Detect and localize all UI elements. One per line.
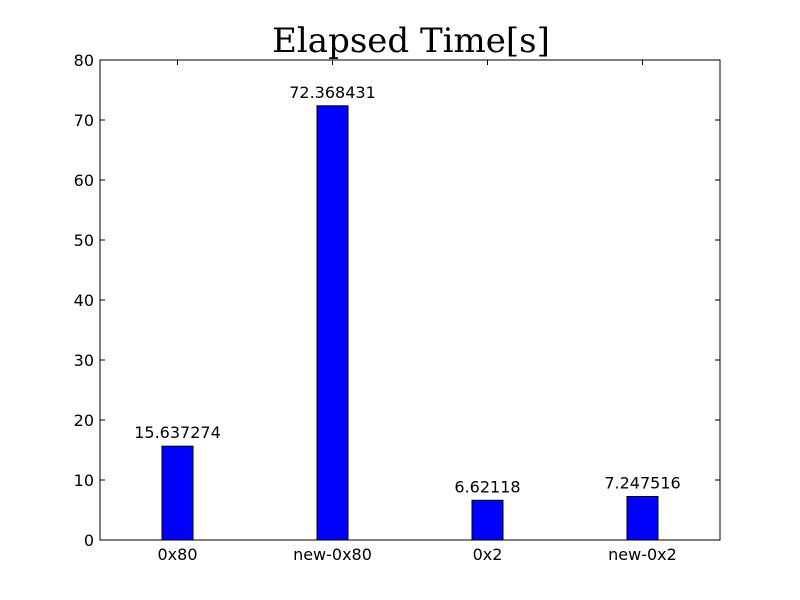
- x-tick-label: new-0x80: [293, 545, 372, 564]
- y-tick-label: 80: [74, 51, 94, 70]
- y-tick-label: 20: [74, 411, 94, 430]
- y-tick-label: 10: [74, 471, 94, 490]
- y-tick-label: 40: [74, 291, 94, 310]
- y-tick-label: 60: [74, 171, 94, 190]
- bar-new-0x2: [626, 496, 659, 541]
- bar-0x80: [161, 445, 194, 541]
- bar-value-label: 72.368431: [289, 83, 376, 102]
- bar-value-label: 15.637274: [134, 423, 221, 442]
- x-tick-label: 0x2: [473, 545, 503, 564]
- axis-ticks: 0 10 20 30 40 50 60 70 80 0x80 new-0x80 0x2 new-0x2: [74, 51, 720, 564]
- bar-new-0x80: [316, 105, 349, 541]
- bars: [161, 105, 659, 541]
- y-tick-label: 50: [74, 231, 94, 250]
- bar-0x2: [471, 499, 504, 541]
- y-tick-label: 0: [84, 531, 94, 550]
- x-tick-label: new-0x2: [608, 545, 677, 564]
- y-tick-label: 70: [74, 111, 94, 130]
- bar-value-labels: 15.637274 72.368431 6.62118 7.247516: [134, 83, 680, 496]
- chart-title: Elapsed Time[s]: [272, 21, 550, 61]
- bar-value-label: 6.62118: [454, 477, 520, 496]
- bar-value-label: 7.247516: [604, 474, 680, 493]
- x-tick-label: 0x80: [157, 545, 197, 564]
- y-tick-label: 30: [74, 351, 94, 370]
